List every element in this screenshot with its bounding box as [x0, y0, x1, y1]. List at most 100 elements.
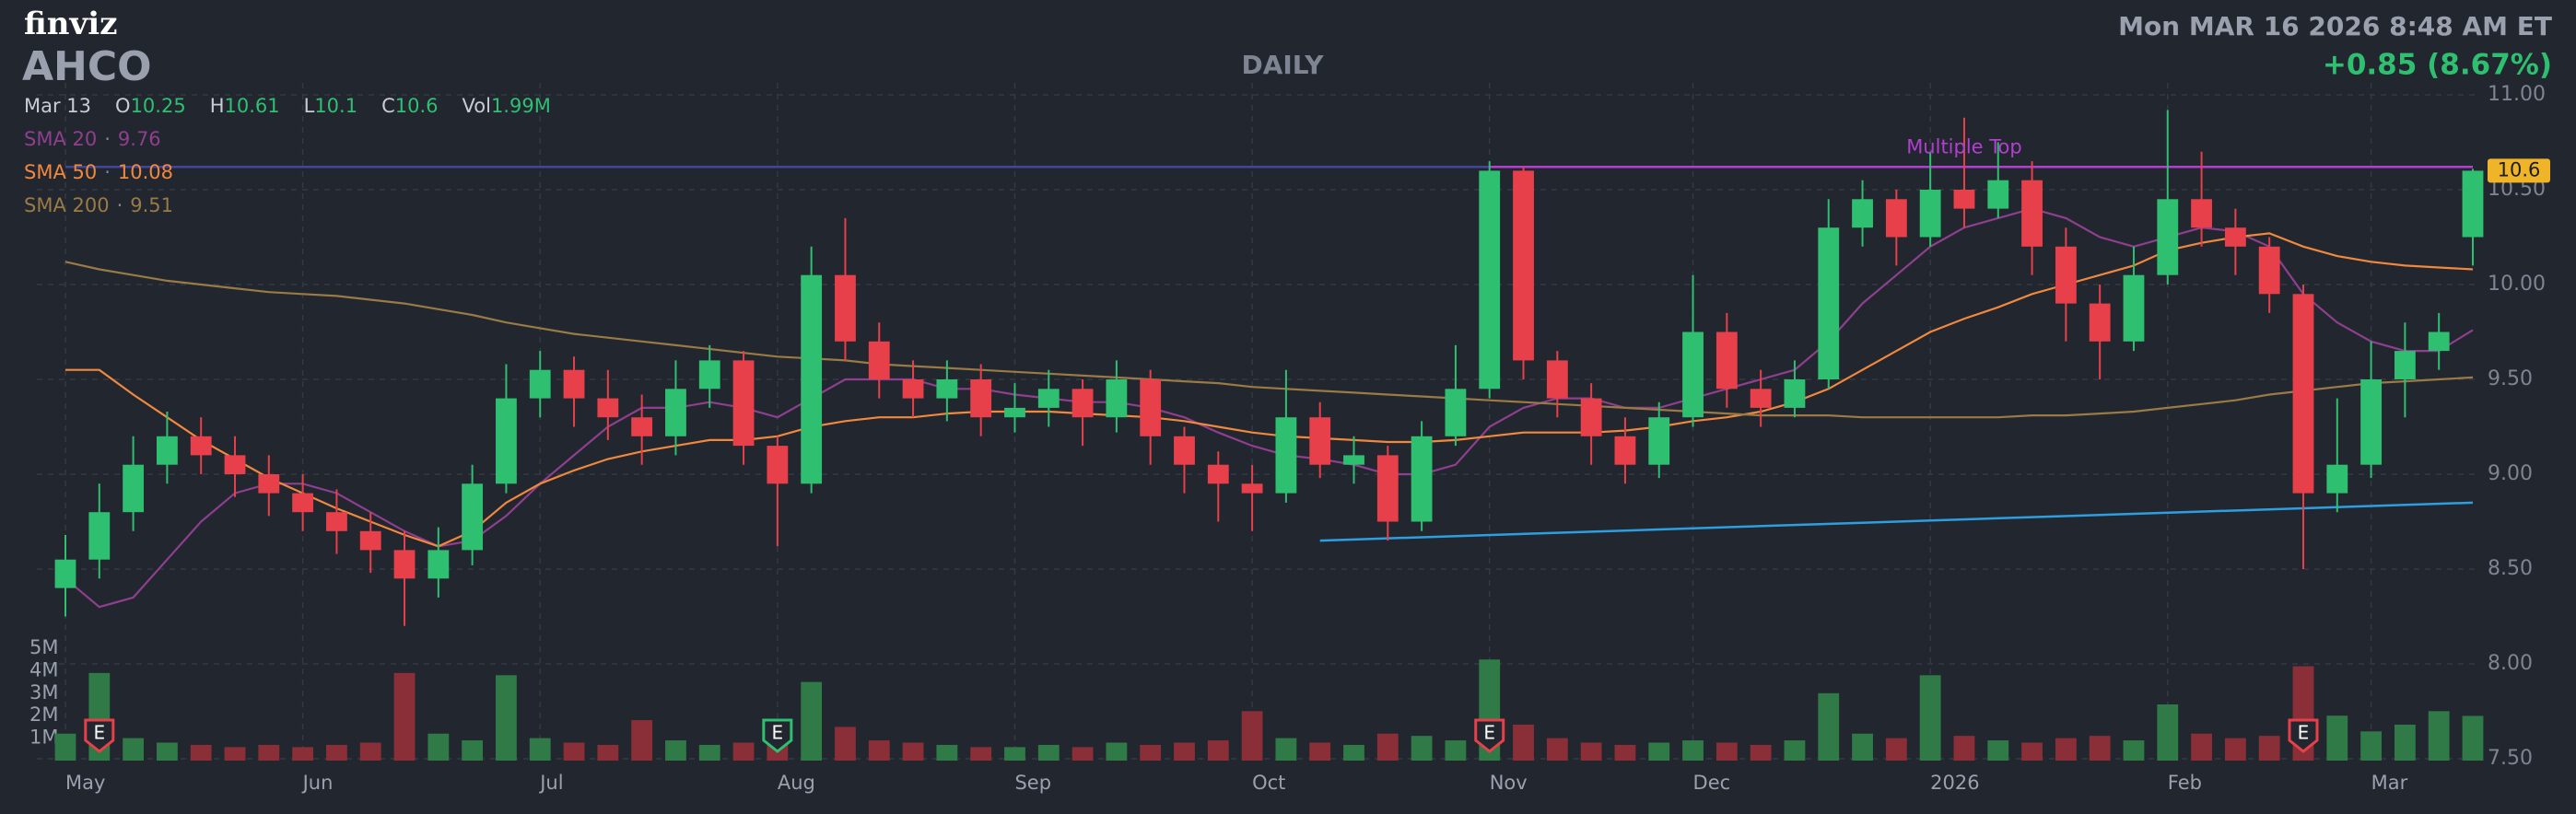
- candle-body: [1037, 389, 1060, 408]
- volume-bar: [190, 744, 212, 761]
- y-tick-label: 7.50: [2488, 747, 2533, 770]
- volume-bar: [1784, 740, 1806, 761]
- volume-bar: [563, 742, 585, 761]
- volume-bar: [462, 740, 484, 761]
- earnings-badge: E: [2288, 718, 2319, 753]
- volume-bar: [1818, 692, 1840, 761]
- volume-tick-label: 5M: [29, 636, 58, 658]
- volume-bar: [1106, 742, 1128, 761]
- trendline: [1319, 501, 2474, 542]
- legend-separator: ·: [104, 128, 111, 150]
- candle-body: [1411, 436, 1433, 522]
- legend-separator: ·: [104, 161, 111, 183]
- candle-body: [1614, 436, 1636, 465]
- candle-body: [2021, 180, 2043, 247]
- ohlc-value: 10.1: [314, 95, 357, 117]
- legend-name: SMA 50: [24, 161, 97, 183]
- volume-bar: [1648, 742, 1670, 761]
- ohlc-label: C: [381, 95, 395, 117]
- volume-bar: [54, 733, 76, 761]
- candle-body: [2258, 246, 2280, 295]
- earnings-badge: E: [762, 718, 793, 753]
- candle-body: [462, 483, 484, 551]
- candle-body: [1207, 464, 1229, 484]
- candle-body: [2292, 294, 2314, 494]
- candle-body: [1479, 170, 1501, 390]
- candle-body: [1106, 379, 1128, 418]
- sma-line: [64, 261, 2474, 419]
- volume-bar: [2191, 733, 2212, 761]
- y-tick-label: 8.00: [2488, 652, 2533, 675]
- volume-bar: [1987, 740, 2009, 761]
- y-tick-label: 10.00: [2488, 273, 2546, 296]
- legend-entry: SMA 200 · 9.51: [24, 194, 173, 216]
- candle-body: [1376, 455, 1399, 522]
- datetime: Mon MAR 16 2026 8:48 AM ET: [2118, 11, 2552, 41]
- volume-bar: [1174, 742, 1195, 761]
- candle-body: [1513, 170, 1534, 361]
- ohlc-label: L: [304, 95, 315, 117]
- earnings-label: E: [2298, 722, 2310, 744]
- volume-bar: [1885, 738, 1907, 761]
- volume-bar: [698, 744, 720, 761]
- y-tick-label: 9.00: [2488, 462, 2533, 485]
- candle-body: [529, 369, 551, 399]
- candle-body: [1071, 389, 1094, 418]
- volume-bar: [156, 742, 178, 761]
- candle-body: [1818, 227, 1840, 379]
- volume-bar: [2055, 738, 2077, 761]
- volume-bar: [936, 744, 958, 761]
- volume-bar: [2394, 724, 2416, 761]
- last-price-tag: [2488, 158, 2550, 183]
- volume-bar: [1513, 724, 1534, 761]
- volume-bar: [2428, 711, 2450, 761]
- candle-body: [326, 512, 347, 531]
- brand: finviz: [24, 6, 117, 42]
- candle-body: [224, 455, 246, 474]
- volume-bar: [427, 733, 450, 761]
- candle-body: [1174, 436, 1195, 465]
- volume-bar: [631, 720, 653, 761]
- volume-bar: [2258, 736, 2280, 761]
- volume-bar: [2360, 731, 2383, 761]
- candle-body: [393, 550, 416, 579]
- candle-body: [2157, 199, 2179, 275]
- volume-bar: [1953, 736, 1975, 761]
- candle-body: [190, 436, 212, 456]
- legend-name: SMA 20: [24, 128, 97, 150]
- candle-body: [698, 360, 720, 390]
- earnings-label: E: [1483, 722, 1495, 744]
- x-tick-label: May: [65, 772, 105, 794]
- volume-bar: [1275, 738, 1297, 761]
- earnings-badge: E: [1474, 718, 1505, 753]
- volume-bar: [597, 744, 619, 761]
- earnings-shape: [762, 718, 793, 753]
- legend-entry: SMA 50 · 10.08: [24, 161, 173, 183]
- candle-body: [258, 474, 280, 494]
- candle-body: [936, 379, 958, 399]
- x-tick-label: Jun: [301, 772, 334, 794]
- volume-bar: [258, 744, 280, 761]
- volume-bar: [1715, 742, 1738, 761]
- volume-bar: [496, 675, 517, 761]
- ohlc-value: 10.61: [224, 95, 279, 117]
- earnings-shape: [84, 718, 115, 753]
- volume-bar: [292, 747, 314, 761]
- candle-body: [54, 559, 76, 588]
- volume-bar: [1071, 747, 1094, 761]
- x-tick-label: Aug: [778, 772, 815, 794]
- candle-body: [123, 464, 145, 513]
- volume-bar: [835, 727, 856, 761]
- candle-body: [2462, 170, 2484, 238]
- volume-bar: [732, 742, 755, 761]
- volume-bar: [1037, 744, 1060, 761]
- volume-bar: [1309, 742, 1331, 761]
- candle-body: [2428, 331, 2450, 352]
- volume-bar: [2157, 704, 2179, 761]
- candle-body: [1648, 417, 1670, 465]
- x-tick-label: 2026: [1930, 772, 1979, 794]
- candle-body: [496, 398, 517, 484]
- volume-bar: [2089, 736, 2111, 761]
- y-tick-label: 8.50: [2488, 557, 2533, 580]
